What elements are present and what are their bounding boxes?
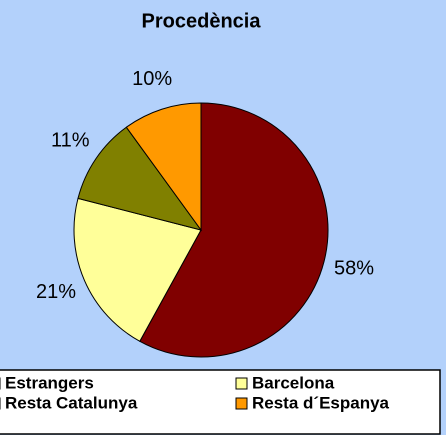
pie-slice [125, 102, 202, 232]
legend-label: Resta d´Espanya [252, 393, 390, 412]
data-label: 10% [132, 68, 172, 90]
legend-label: Estrangers [5, 373, 94, 392]
data-label: 58% [334, 258, 374, 280]
pie-slice [73, 197, 202, 342]
legend-swatch [235, 397, 248, 410]
legend-label: Resta Catalunya [5, 393, 138, 412]
data-label: 11% [51, 129, 90, 151]
legend-swatch [235, 377, 248, 390]
pie-slice [139, 102, 329, 358]
data-label: 21% [36, 281, 76, 303]
legend-label: Barcelona [252, 373, 335, 392]
pie-slice [77, 126, 203, 231]
chart-title: Procedència [142, 10, 262, 32]
legend-box [0, 369, 441, 435]
